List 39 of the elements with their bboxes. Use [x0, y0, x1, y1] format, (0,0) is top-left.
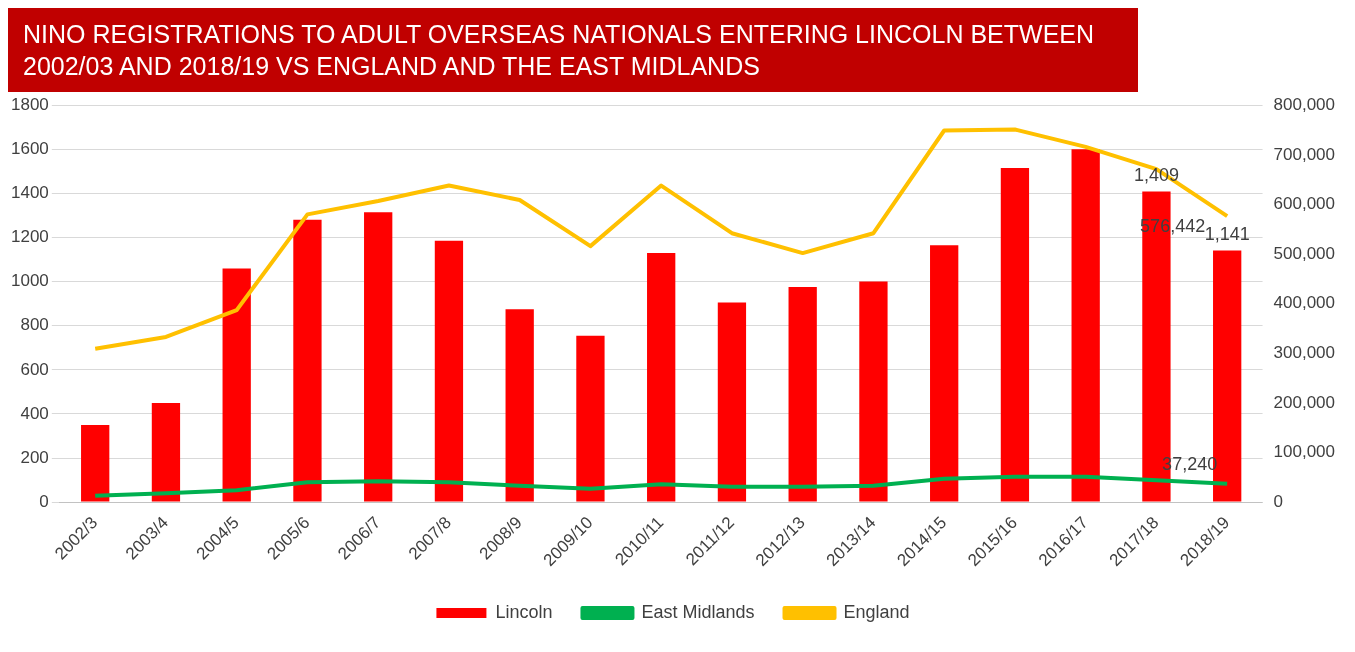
y2-tick-label: 100,000: [1273, 442, 1335, 462]
y2-tick-label: 500,000: [1273, 243, 1335, 263]
bar: [293, 219, 322, 502]
legend-label: East Midlands: [641, 601, 755, 622]
y-tick-label: 200: [20, 447, 49, 467]
bar: [576, 335, 605, 502]
y-tick-label: 1800: [10, 94, 49, 114]
y-tick-label: 800: [20, 315, 49, 335]
y-tick-label: 1600: [10, 138, 49, 158]
bar: [505, 309, 534, 502]
y2-tick-label: 400,000: [1273, 293, 1335, 313]
bar: [1000, 168, 1030, 502]
bar: [434, 240, 464, 502]
bar: [647, 252, 676, 502]
bar: [717, 302, 747, 502]
bar: [222, 268, 251, 502]
bar: [930, 245, 959, 502]
bar: [364, 212, 393, 502]
y2-tick-label: 600,000: [1273, 194, 1335, 214]
y-tick-label: 1200: [10, 227, 49, 247]
legend-label: England: [843, 601, 910, 622]
y-tick-label: 0: [39, 491, 49, 511]
y-tick-label: 1400: [10, 183, 49, 203]
y2-tick-label: 0: [1273, 491, 1284, 511]
y2-tick-label: 700,000: [1273, 144, 1335, 164]
data-label: 1,141: [1204, 224, 1250, 245]
bar: [788, 287, 817, 502]
chart-title: NINO REGISTRATIONS TO ADULT OVERSEAS NATIONALS ENTERING LINCOLN BETWEEN 2002/03 AND 2018/19 VS ENGLAND AND THE EAST MIDLANDS: [8, 8, 1138, 92]
legend-label: Lincoln: [495, 601, 553, 622]
y-tick-label: 600: [20, 359, 49, 379]
y2-tick-label: 300,000: [1273, 342, 1335, 362]
bar: [81, 424, 110, 502]
bar: [859, 281, 888, 502]
y-tick-label: 400: [20, 403, 49, 423]
bar: [1071, 149, 1100, 502]
y2-tick-label: 800,000: [1273, 94, 1335, 114]
y-tick-label: 1000: [10, 271, 49, 291]
y2-tick-label: 200,000: [1273, 392, 1335, 412]
bar: [151, 402, 181, 502]
